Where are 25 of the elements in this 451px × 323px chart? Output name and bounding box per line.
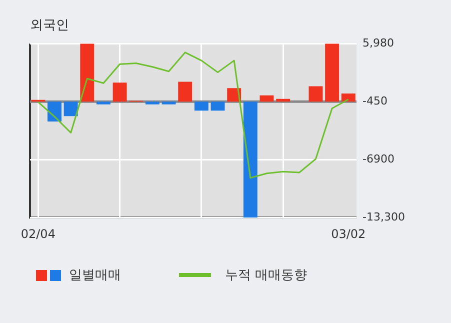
bar (178, 82, 192, 102)
legend-label: 일별매매 (69, 267, 121, 284)
bar (112, 82, 127, 102)
y-tick-label: -6900 (362, 152, 395, 166)
bar (210, 102, 225, 111)
bar (341, 94, 356, 102)
bar (308, 86, 323, 102)
chart-title: 외국인 (30, 18, 69, 34)
bar (162, 102, 176, 104)
bar (260, 95, 274, 102)
bar (276, 98, 290, 102)
bar (64, 102, 78, 116)
bar (243, 102, 258, 218)
bar (194, 102, 208, 111)
bar (96, 102, 110, 104)
y-tick-label: -13,300 (362, 210, 406, 224)
bar (325, 44, 340, 102)
bar (80, 44, 94, 102)
bar (48, 102, 62, 122)
x-tick-label: 02/04 (20, 226, 56, 241)
x-tick-label: 03/02 (331, 226, 366, 241)
y-tick-label: -450 (362, 94, 388, 108)
legend-label: 누적 매매동향 (225, 267, 308, 284)
bar (145, 102, 160, 104)
y-tick-label: 5,980 (362, 36, 394, 50)
